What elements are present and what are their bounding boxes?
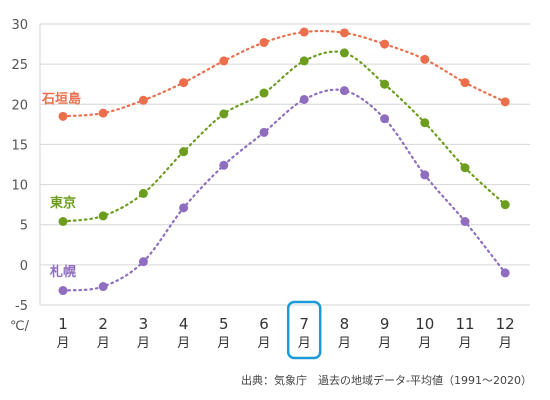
series-label: 札幌 [49, 264, 76, 280]
data-point [420, 170, 430, 180]
x-tick-label: 9 [380, 315, 390, 333]
x-tick-label: 11 [455, 315, 474, 333]
x-tick-label: 7 [299, 315, 309, 333]
series-line [61, 50, 507, 223]
y-tick-label: 0 [20, 259, 28, 274]
x-tick-unit: 月 [177, 336, 190, 351]
series-3 [58, 86, 510, 296]
data-point [138, 188, 148, 198]
series-group [58, 27, 510, 296]
x-tick-unit: 月 [418, 336, 431, 351]
data-point [299, 56, 309, 66]
month-highlight [286, 300, 322, 360]
data-point [219, 109, 229, 119]
x-tick-label: 4 [179, 315, 189, 333]
y-tick-label: 25 [11, 58, 28, 73]
data-point [500, 268, 510, 278]
series-label: 石垣島 [41, 91, 81, 107]
x-tick-label: 6 [259, 315, 269, 333]
data-point [98, 211, 108, 221]
data-point [179, 147, 189, 157]
x-tick-label: 3 [139, 315, 149, 333]
data-point [420, 54, 430, 64]
x-tick-unit: 月 [137, 336, 150, 351]
data-point [299, 94, 309, 104]
y-tick-label: 5 [20, 219, 28, 234]
x-tick-unit: 月 [499, 336, 512, 351]
x-tick-unit: 月 [56, 336, 69, 351]
data-point [420, 118, 430, 128]
data-point [380, 39, 390, 49]
y-axis-ticks: -5 0 5 10 15 20 25 30 [11, 18, 28, 314]
data-point [460, 163, 470, 173]
data-point [58, 217, 68, 227]
data-point [460, 78, 470, 88]
y-tick-label: 30 [11, 18, 28, 33]
series-2 [58, 48, 510, 227]
data-point [259, 88, 269, 98]
x-tick-unit: 月 [257, 336, 270, 351]
x-tick-label: 5 [219, 315, 229, 333]
highlight-box [286, 300, 322, 360]
series-line [61, 88, 507, 292]
y-tick-label: 20 [11, 98, 28, 113]
data-point [138, 95, 148, 105]
x-tick-unit: 月 [97, 336, 110, 351]
data-point [259, 127, 269, 137]
x-tick-label: 10 [415, 315, 434, 333]
x-tick-label: 2 [98, 315, 108, 333]
data-point [339, 86, 349, 96]
x-tick-unit: 月 [217, 336, 230, 351]
data-point [299, 27, 309, 37]
data-point [58, 286, 68, 296]
x-tick-label: 12 [496, 315, 515, 333]
x-tick-label: 8 [340, 315, 350, 333]
data-point [460, 217, 470, 227]
data-point [500, 200, 510, 210]
data-point [339, 48, 349, 58]
data-point [259, 37, 269, 47]
data-point [98, 282, 108, 292]
data-point [219, 56, 229, 66]
data-point [98, 108, 108, 118]
data-point [339, 28, 349, 38]
y-tick-label: -5 [15, 299, 28, 314]
data-point [380, 114, 390, 124]
series-1 [58, 27, 510, 121]
grid [39, 23, 530, 306]
x-tick-label: 1 [58, 315, 68, 333]
data-point [179, 203, 189, 213]
x-tick-unit: 月 [298, 336, 311, 351]
y-tick-label: 15 [11, 138, 28, 153]
series-label: 東京 [50, 195, 76, 211]
data-point [219, 160, 229, 170]
x-tick-unit: 月 [338, 336, 351, 351]
series-line [61, 29, 507, 118]
source-note: 出典：気象庁 過去の地域データ-平均値（1991〜2020） [241, 374, 532, 387]
data-point [500, 97, 510, 107]
data-point [138, 257, 148, 267]
y-unit-label: ℃/ [10, 319, 30, 334]
data-point [58, 111, 68, 121]
data-point [380, 79, 390, 89]
y-tick-label: 10 [11, 179, 28, 194]
data-point [179, 78, 189, 88]
x-axis-ticks: 1 月 2 月 3 月 4 月 5 月 6 月 7 月 8 月 9 月 10 月 11 月 12 月 [56, 315, 514, 351]
x-tick-unit: 月 [378, 336, 391, 351]
x-tick-unit: 月 [458, 336, 471, 351]
